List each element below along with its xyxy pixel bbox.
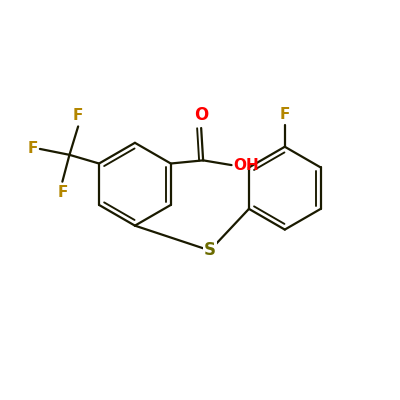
Text: F: F [57,185,68,200]
Text: OH: OH [233,158,259,172]
Text: S: S [204,242,216,260]
Text: F: F [73,108,83,123]
Text: F: F [27,142,38,156]
Text: F: F [280,107,290,122]
Text: O: O [194,106,208,124]
